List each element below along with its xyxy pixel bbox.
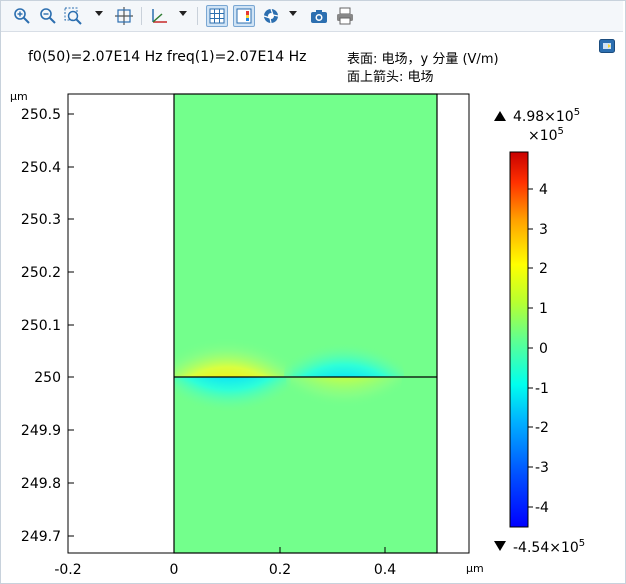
colorbar-tick-label: 1 — [539, 301, 548, 317]
zoom-out-icon — [40, 8, 56, 24]
grid-toggle-button[interactable] — [206, 5, 228, 27]
camera-icon — [311, 10, 327, 23]
zoom-box-button[interactable] — [63, 5, 85, 27]
x-tick-label: 0.4 — [374, 562, 396, 578]
screenshot-button[interactable] — [308, 5, 330, 27]
negative-lobe — [174, 377, 291, 437]
color-legend-toggle-icon — [236, 8, 252, 24]
lower-field-lobes — [174, 377, 402, 437]
colorbar-gradient — [509, 151, 529, 528]
colorbar-tick-label: -3 — [535, 460, 549, 476]
x-tick-label: 0 — [170, 562, 179, 578]
upper-field-lobes — [174, 311, 404, 377]
colorbar-tick-label: 0 — [539, 341, 548, 357]
render-mode-button[interactable] — [260, 5, 282, 27]
y-tick-label: 250.5 — [21, 107, 61, 123]
plot-settings-icon[interactable] — [599, 39, 615, 53]
print-button[interactable] — [334, 5, 356, 27]
x-tick-label: 0.2 — [269, 562, 291, 578]
color-legend: 4.98×105 ×105 4 3 2 1 0 -1 -2 -3 -4 -4.5… — [494, 107, 585, 556]
y-tick-label: 250 — [34, 370, 61, 386]
y-tick-label: 250.4 — [21, 160, 61, 176]
y-axis: 250.5 250.4 250.3 250.2 250.1 250 249.9 … — [10, 90, 74, 545]
toolbar-separator — [141, 7, 142, 25]
zoom-box-dropdown-icon[interactable] — [95, 11, 103, 16]
axis-orientation-dropdown-icon[interactable] — [179, 11, 187, 16]
grid-toggle-icon — [209, 8, 225, 24]
colorbar-tick-label: -4 — [535, 500, 549, 516]
print-icon — [337, 7, 353, 25]
surface-expression-label: 表面: 电场，y 分量 (V/m) — [347, 52, 499, 67]
zoom-in-icon — [14, 8, 30, 24]
y-tick-label: 250.2 — [21, 265, 61, 281]
colorbar-max-label: 4.98×105 — [513, 107, 580, 125]
graphics-toolbar — [1, 1, 623, 32]
y-tick-label: 250.1 — [21, 318, 61, 334]
zoom-extents-icon — [115, 7, 133, 25]
colorbar-tick-label: 4 — [539, 182, 548, 198]
arrow-expression-label: 面上箭头: 电场 — [347, 70, 434, 85]
zoom-box-icon — [64, 7, 82, 25]
x-unit-label: µm — [466, 562, 484, 575]
color-legend-toggle-button[interactable] — [233, 5, 255, 27]
colorbar-tick-label: 2 — [539, 261, 548, 277]
colorbar-tick-label: -1 — [535, 381, 549, 397]
y-tick-label: 250.3 — [21, 212, 61, 228]
negative-lobe — [284, 319, 404, 377]
toolbar-separator — [197, 7, 198, 25]
y-unit-label: µm — [10, 90, 28, 103]
colorbar-tick-label: -2 — [535, 420, 549, 436]
min-triangle-icon — [494, 541, 506, 551]
render-mode-icon — [263, 8, 279, 24]
zoom-in-button[interactable] — [11, 5, 33, 27]
plot-expression-info: 表面: 电场，y 分量 (V/m) 面上箭头: 电场 — [347, 51, 499, 87]
y-tick-label: 249.9 — [21, 423, 61, 439]
x-axis: -0.2 0 0.2 0.4 µm — [54, 547, 484, 578]
colorbar-scale-label: ×105 — [528, 126, 564, 144]
max-triangle-icon — [494, 111, 506, 121]
axis-orientation-icon — [152, 9, 167, 23]
positive-lobe — [286, 377, 402, 429]
colorbar-tick-label: 3 — [539, 222, 548, 238]
eigenfrequency-label: f0(50)=2.07E14 Hz freq(1)=2.07E14 Hz — [28, 49, 307, 65]
colorbar-min-label: -4.54×105 — [513, 538, 585, 556]
y-tick-label: 249.8 — [21, 476, 61, 492]
y-tick-label: 249.7 — [21, 529, 61, 545]
zoom-extents-button[interactable] — [113, 5, 135, 27]
axis-orientation-button[interactable] — [149, 5, 171, 27]
x-tick-label: -0.2 — [54, 562, 81, 578]
positive-lobe — [174, 311, 293, 377]
zoom-out-button[interactable] — [37, 5, 59, 27]
render-mode-dropdown-icon[interactable] — [289, 11, 297, 16]
domain-boundary — [173, 93, 438, 554]
